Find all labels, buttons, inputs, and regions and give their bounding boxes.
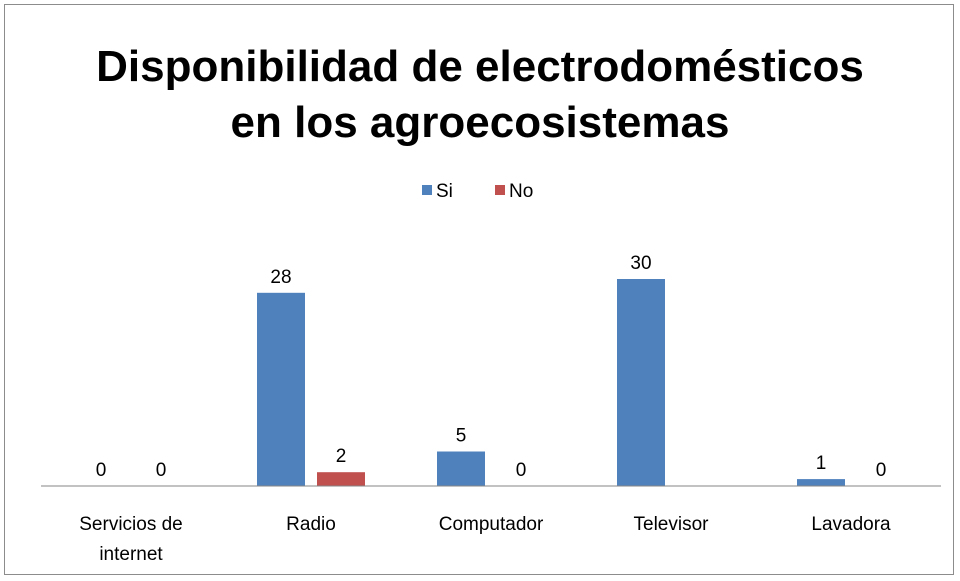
chart-legend: Si No	[422, 181, 533, 202]
chart-svg: Disponibilidad de electrodomésticos en l…	[41, 42, 941, 565]
chart-bars	[257, 279, 845, 486]
bar-si-4	[797, 479, 845, 486]
data-label-si-0: 0	[96, 460, 107, 481]
data-label-no-4: 0	[876, 460, 887, 481]
category-label-1-0: Radio	[286, 514, 336, 535]
category-label-4-0: Lavadora	[811, 514, 891, 535]
data-label-si-2: 5	[456, 426, 467, 447]
legend-label-no: No	[509, 181, 533, 202]
data-label-no-2: 0	[516, 460, 527, 481]
bar-si-1	[257, 292, 305, 486]
chart-title: Disponibilidad de electrodomésticos en l…	[96, 42, 864, 147]
legend-swatch-no	[495, 185, 505, 195]
chart-frame: Disponibilidad de electrodomésticos en l…	[4, 4, 954, 575]
category-label-2-0: Computador	[439, 514, 544, 535]
data-label-si-1: 28	[270, 267, 291, 288]
category-label-3-0: Televisor	[634, 514, 710, 535]
legend-label-si: Si	[436, 181, 453, 202]
data-label-si-4: 1	[816, 453, 827, 474]
data-label-no-1: 2	[336, 446, 347, 467]
bar-no-1	[317, 472, 365, 486]
data-label-no-0: 0	[156, 460, 167, 481]
bar-si-3	[617, 279, 665, 486]
chart-title-line-2: en los agroecosistemas	[231, 98, 730, 147]
category-label-0-1: internet	[99, 544, 163, 565]
bar-si-2	[437, 451, 485, 486]
chart-data-labels: 0 0 28 2 5 0 30 1 0	[96, 253, 887, 481]
legend-swatch-si	[422, 185, 432, 195]
chart-title-line-1: Disponibilidad de electrodomésticos	[96, 42, 864, 91]
x-axis-tick-labels: Servicios de internet Radio Computador Telev…	[79, 514, 891, 565]
category-label-0-0: Servicios de	[79, 514, 183, 535]
data-label-si-3: 30	[630, 253, 651, 274]
